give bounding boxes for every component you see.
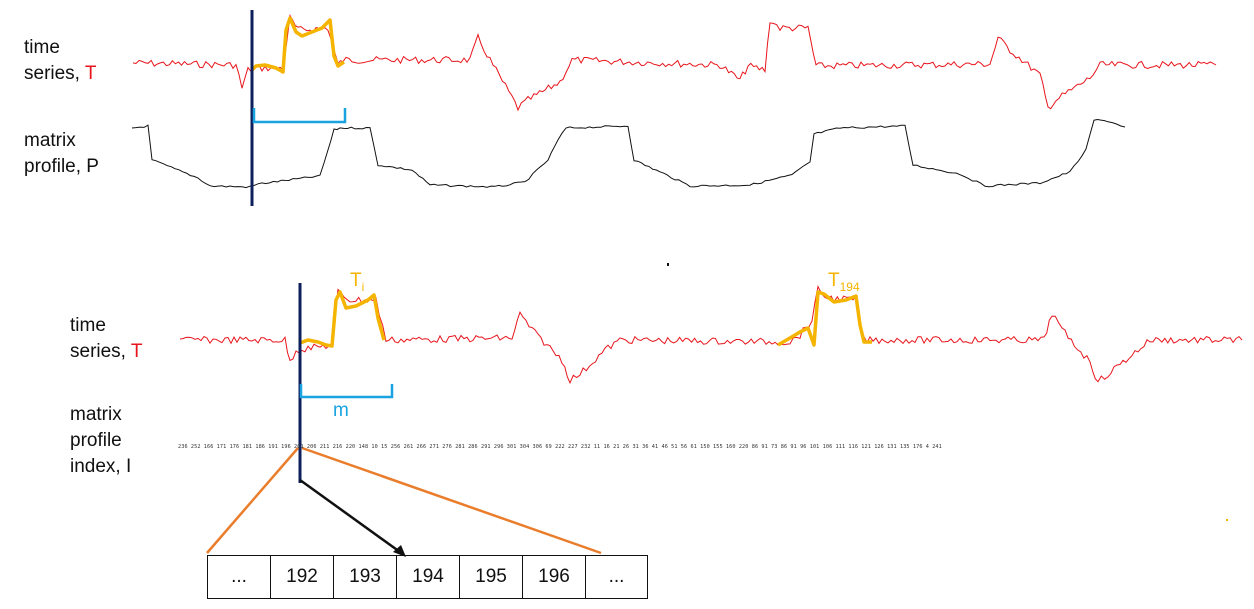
index-label-line2: profile bbox=[70, 430, 122, 451]
profile-label-line2: profile, P bbox=[24, 156, 99, 177]
zoom-line-left bbox=[206, 447, 299, 554]
matrix-profile-line bbox=[131, 118, 1126, 189]
subsequence-i-label: Ti bbox=[350, 270, 365, 294]
index-cell: 196 bbox=[522, 556, 585, 598]
bottom-window-bracket bbox=[299, 384, 394, 399]
index-cell: ... bbox=[207, 556, 270, 598]
bottom-subsequence-194-highlight bbox=[777, 290, 872, 347]
index-cell: ... bbox=[585, 556, 648, 598]
index-label-line1: matrix bbox=[70, 404, 122, 425]
window-length-label: m bbox=[333, 400, 349, 421]
index-cell: 195 bbox=[459, 556, 522, 598]
zoom-line-right bbox=[301, 446, 602, 555]
top-profile-label: matrix profile, P bbox=[24, 128, 99, 180]
bottom-ts-symbol: T bbox=[130, 341, 143, 362]
subseq-i-sub: i bbox=[361, 280, 365, 294]
stray-dot bbox=[1226, 519, 1228, 521]
top-window-bracket bbox=[252, 108, 347, 124]
subseq-194-sub: 194 bbox=[839, 280, 860, 294]
bottom-time-series-label: time series, T bbox=[70, 313, 143, 365]
index-label-line3: index, I bbox=[70, 456, 132, 477]
subseq-i-base: T bbox=[350, 270, 362, 291]
bottom-subsequence-i-highlight bbox=[299, 290, 386, 348]
top-ts-label-line1: time bbox=[24, 37, 60, 58]
index-zoom-cells: ... 192 193 194 195 196 ... bbox=[207, 555, 648, 599]
profile-label-line1: matrix bbox=[24, 130, 76, 151]
bottom-ts-label-line2: series, bbox=[70, 341, 131, 362]
separator-dot bbox=[667, 263, 669, 266]
top-ts-label-line2: series, bbox=[24, 63, 85, 84]
index-cell: 193 bbox=[333, 556, 396, 598]
top-time-series-label: time series, T bbox=[24, 35, 97, 87]
top-ts-symbol: T bbox=[84, 63, 97, 84]
bottom-time-series-line bbox=[179, 284, 1243, 385]
index-cell: 192 bbox=[270, 556, 333, 598]
matrix-profile-index-values: 236 252 166 171 176 181 186 191 196 201 … bbox=[178, 444, 942, 450]
subsequence-194-label: T194 bbox=[828, 270, 860, 294]
pointer-arrowhead bbox=[393, 545, 406, 557]
index-cell: 194 bbox=[396, 556, 459, 598]
top-subsequence-highlight bbox=[250, 16, 345, 74]
subseq-194-base: T bbox=[828, 270, 840, 291]
bottom-ts-label-line1: time bbox=[70, 315, 106, 336]
index-label: matrix profile index, I bbox=[70, 402, 131, 480]
pointer-arrow-shaft bbox=[299, 478, 401, 554]
